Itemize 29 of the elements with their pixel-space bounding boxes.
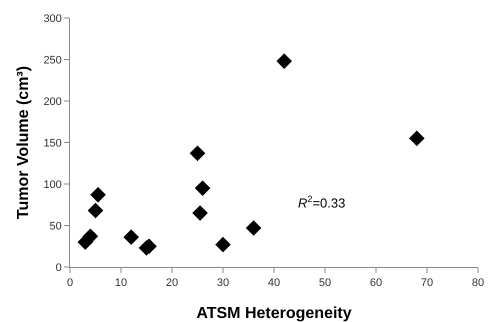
y-tick-label: 0: [56, 262, 62, 274]
point: [276, 53, 292, 69]
x-tick-label: 40: [268, 277, 280, 290]
point: [90, 186, 106, 203]
point: [123, 229, 139, 245]
y-tick-label: 100: [43, 178, 62, 191]
x-tick-label: 0: [66, 277, 74, 290]
x-tick-label: 60: [370, 277, 382, 290]
x-tick-label: 50: [318, 277, 332, 290]
y-tick-label: 200: [43, 96, 62, 108]
y-tick-label: 250: [43, 54, 62, 66]
x-tick-label: 80: [472, 277, 484, 290]
x-axis-title: ATSM Heterogeneity: [196, 305, 352, 322]
y-tick-label: 150: [43, 137, 62, 150]
y-axis-title: Tumor Volume (cm³): [15, 66, 32, 220]
x-tick-label: 10: [114, 277, 128, 290]
point: [215, 236, 231, 252]
annotation: R$^{2}$=0.33: [298, 194, 346, 210]
x-tick-label: 20: [166, 277, 178, 290]
point: [192, 205, 208, 221]
y-tick-label: 50: [50, 220, 62, 232]
point: [246, 220, 262, 236]
point: [190, 145, 206, 162]
x-tick-label: 30: [216, 277, 230, 290]
point: [409, 130, 425, 146]
x-tick-label: 70: [420, 277, 434, 290]
point: [194, 180, 210, 196]
y-tick-label: 300: [43, 12, 62, 25]
point: [88, 202, 104, 218]
